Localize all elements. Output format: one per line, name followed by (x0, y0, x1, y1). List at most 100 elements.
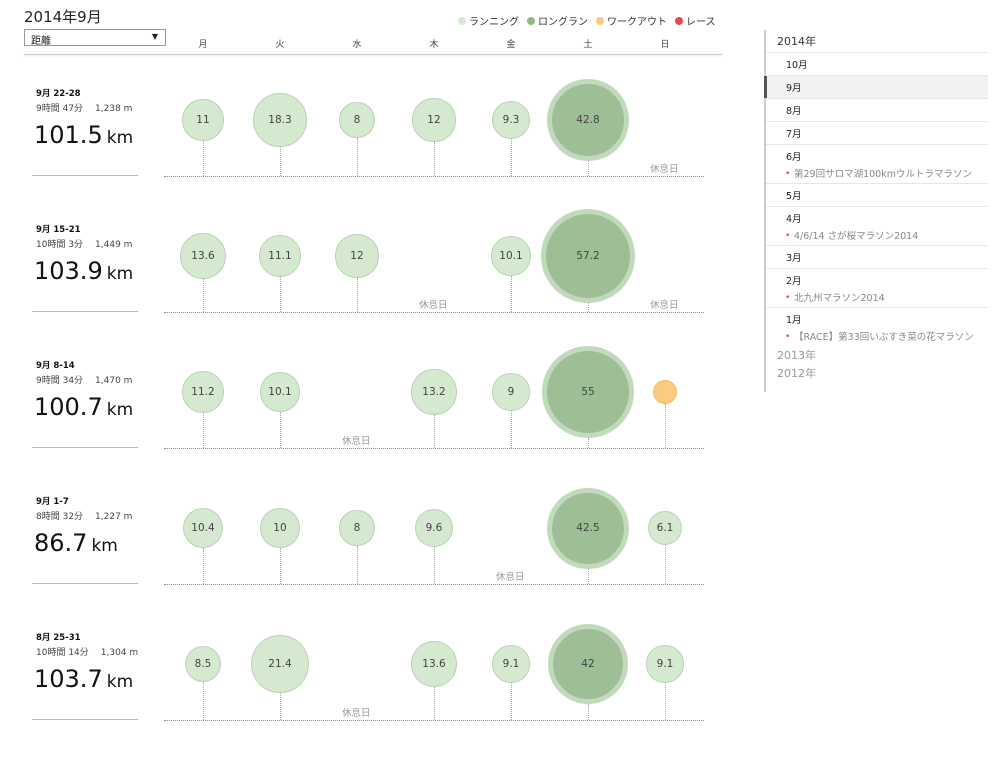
long-run-bubble[interactable]: 55 (541, 345, 635, 439)
sidebar-race-link[interactable]: 北九州マラソン2014 (766, 291, 988, 307)
week-total-unit: km (106, 264, 134, 284)
header-rule (24, 54, 722, 55)
legend-label: ランニング (469, 17, 519, 28)
run-bubble[interactable]: 6.1 (648, 511, 682, 545)
week-range: 8月 25-31 (36, 633, 81, 643)
page-title: 2014年9月 (24, 8, 102, 26)
metric-select[interactable]: 距離 ▼ (24, 29, 166, 47)
sidebar-year-2014[interactable]: 2014年 (777, 35, 816, 48)
run-stem (434, 414, 435, 448)
run-bubble[interactable]: 13.6 (180, 233, 226, 279)
week-baseline (164, 720, 704, 721)
run-bubble[interactable]: 9.6 (414, 508, 454, 548)
run-bubble[interactable]: 9 (492, 373, 530, 411)
run-bubble[interactable]: 11.2 (182, 371, 224, 413)
week-row: 9月 15-21 10時間 3分 1,449 m 103.9 km 13.6 11.1 12 休… (24, 209, 724, 359)
run-bubble[interactable]: 9.1 (646, 645, 684, 683)
run-bubble[interactable]: 12 (412, 98, 456, 142)
legend-label: ロングラン (538, 17, 588, 28)
day-header: 金 (506, 40, 516, 50)
run-bubble[interactable]: 8.5 (184, 645, 222, 683)
run-bubble[interactable]: 10.1 (491, 236, 531, 276)
sidebar-month-3[interactable]: 8月 (766, 98, 988, 121)
sidebar-month-2[interactable]: 9月 (764, 75, 988, 98)
legend-label: レース (686, 17, 716, 28)
run-stem (588, 704, 589, 720)
sidebar-race-link[interactable]: 第29回サロマ湖100kmウルトラマラソン (766, 167, 988, 183)
run-stem (665, 682, 666, 720)
run-bubble[interactable]: 10 (260, 508, 300, 548)
legend-item[interactable]: ワークアウト (596, 13, 667, 28)
run-bubble[interactable]: 8 (339, 102, 375, 138)
sidebar-month-6[interactable]: 5月 (766, 183, 988, 206)
workout-bubble[interactable] (653, 380, 677, 404)
run-bubble[interactable]: 18.3 (253, 93, 307, 147)
run-stem (357, 277, 358, 312)
run-distance-label: 55 (581, 386, 595, 398)
run-stem (203, 278, 204, 312)
run-distance-label: 42.5 (576, 522, 600, 534)
sidebar-month-1[interactable]: 10月 (766, 52, 988, 75)
run-distance-label: 10.1 (499, 249, 523, 262)
run-bubble[interactable]: 10.4 (182, 507, 224, 549)
run-distance-label: 13.2 (422, 385, 446, 398)
run-distance-label: 8.5 (194, 657, 212, 670)
week-total-value: 86.7 (34, 529, 88, 557)
race-title: 4/6/14 さが桜マラソン2014 (794, 231, 919, 242)
long-run-bubble[interactable]: 42 (547, 623, 629, 705)
day-header: 土 (583, 40, 593, 50)
sidebar-race-link[interactable]: 4/6/14 さが桜マラソン2014 (766, 229, 988, 245)
long-run-bubble[interactable]: 57.2 (541, 209, 635, 303)
run-stem (434, 547, 435, 584)
legend-item[interactable]: ランニング (458, 13, 519, 28)
race-title: 第29回サロマ湖100kmウルトラマラソン (794, 169, 972, 180)
legend: ランニング ロングラン ワークアウト レース (458, 13, 724, 28)
sidebar-year[interactable]: 2012年 (777, 367, 816, 380)
sidebar-archive: 2014年 10月9月8月7月6月第29回サロマ湖100kmウルトラマラソン 5月… (764, 30, 988, 392)
run-distance-label: 9.1 (656, 657, 674, 670)
run-bubble[interactable]: 10.1 (260, 372, 300, 412)
sidebar-race-link[interactable]: 【RACE】第33回いぶすき菜の花マラソン (766, 330, 988, 346)
run-bubble[interactable]: 13.2 (411, 369, 457, 415)
run-bubble[interactable]: 11 (182, 99, 224, 141)
sidebar-month-4[interactable]: 7月 (766, 121, 988, 144)
run-bubble[interactable]: 8 (339, 510, 375, 546)
run-bubble[interactable]: 13.6 (411, 641, 457, 687)
run-stem (357, 545, 358, 584)
run-bubble[interactable]: 21.4 (251, 635, 309, 693)
run-distance-label: 57.2 (576, 250, 600, 262)
week-divider (32, 175, 138, 176)
sidebar-month-9[interactable]: 2月 (766, 268, 988, 291)
run-bubble[interactable]: 9.3 (492, 101, 530, 139)
run-stem (434, 686, 435, 720)
long-run-bubble[interactable]: 42.5 (547, 487, 629, 569)
long-run-bubble[interactable]: 42.8 (547, 79, 629, 161)
run-distance-label: 8 (353, 113, 361, 126)
day-header: 火 (275, 40, 285, 50)
run-distance-label: 10 (273, 521, 287, 534)
run-stem (588, 438, 589, 448)
week-total-unit: km (106, 400, 134, 420)
sidebar-month-10[interactable]: 1月 (766, 307, 988, 330)
legend-item[interactable]: ロングラン (527, 13, 588, 28)
run-bubble[interactable]: 12 (335, 234, 379, 278)
week-elevation: 1,227 m (95, 512, 133, 522)
week-total-distance: 103.9 km (34, 257, 133, 285)
run-bubble[interactable]: 9.1 (492, 645, 530, 683)
run-stem (434, 141, 435, 176)
sidebar-month-8[interactable]: 3月 (766, 245, 988, 268)
run-distance-label: 10.4 (191, 521, 215, 534)
week-divider (32, 719, 138, 720)
run-stem (203, 682, 204, 720)
sidebar-year[interactable]: 2013年 (777, 349, 816, 362)
run-distance-label: 9.6 (425, 521, 443, 534)
sidebar-month-7[interactable]: 4月 (766, 206, 988, 229)
sidebar-month-5[interactable]: 6月 (766, 144, 988, 167)
run-bubble[interactable]: 11.1 (259, 235, 301, 277)
week-divider (32, 447, 138, 448)
legend-dot-icon (675, 16, 683, 25)
run-stem (588, 568, 589, 584)
race-title: 【RACE】第33回いぶすき菜の花マラソン (794, 332, 974, 343)
week-row: 9月 8-14 9時間 34分 1,470 m 100.7 km 11.2 10.1 休息日 1… (24, 345, 724, 495)
legend-item[interactable]: レース (675, 13, 716, 28)
